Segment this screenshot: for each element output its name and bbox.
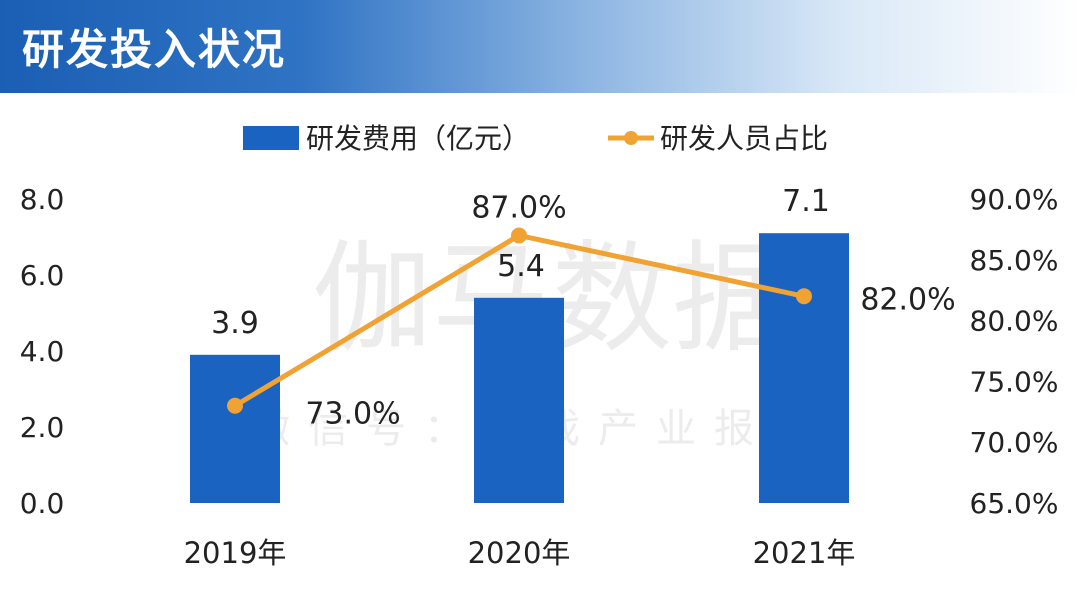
right-tick-label: 70.0% [970, 426, 1059, 459]
line-point [511, 227, 527, 244]
bar [759, 233, 849, 503]
header-banner: 研发投入状况 [0, 0, 1080, 93]
right-tick-label: 90.0% [970, 183, 1059, 216]
left-axis: 0.0 2.0 4.0 6.0 8.0 [20, 183, 65, 520]
x-tick-label: 2021年 [753, 536, 856, 570]
bar [190, 354, 280, 503]
bar [474, 297, 564, 503]
combo-chart: 伽马数据 微信号：游戏产业报告 研发费用（亿元） 研发人员占比 0.02.04.… [20, 122, 1059, 570]
x-tick-label: 2020年 [468, 536, 571, 570]
right-tick-label: 80.0% [970, 305, 1059, 338]
left-tick-label: 0.0 [20, 487, 65, 520]
x-tick-label: 2019年 [184, 536, 287, 570]
right-tick-label: 75.0% [970, 365, 1059, 398]
legend-line-label: 研发人员占比 [660, 122, 828, 155]
line-data-label: 87.0% [471, 190, 566, 225]
x-axis: 2019年 2020年 2021年 [184, 536, 856, 570]
left-tick-label: 4.0 [20, 335, 65, 368]
line-point [796, 288, 812, 305]
legend-bar-label: 研发费用（亿元） [306, 122, 530, 155]
right-axis: 65.0% 70.0% 75.0% 80.0% 85.0% 90.0% [970, 183, 1059, 520]
bar-data-label: 3.9 [211, 306, 259, 341]
left-tick-label: 8.0 [20, 183, 65, 216]
line-point [227, 397, 243, 414]
right-tick-label: 65.0% [970, 487, 1059, 520]
bar-data-label: 7.1 [782, 184, 830, 219]
legend-bar-swatch [243, 126, 299, 150]
line-series: 73.0% 87.0% 82.0% [227, 190, 956, 432]
left-tick-label: 2.0 [20, 411, 65, 444]
legend-line-marker [624, 131, 638, 145]
bar-data-label: 5.4 [497, 249, 545, 284]
left-tick-label: 6.0 [20, 259, 65, 292]
line-data-label: 82.0% [860, 282, 955, 317]
right-tick-label: 85.0% [970, 244, 1059, 277]
page-title: 研发投入状况 [22, 25, 287, 74]
legend: 研发费用（亿元） 研发人员占比 [243, 122, 828, 155]
bar-series: 3.9 5.4 7.1 [190, 184, 849, 503]
line-data-label: 73.0% [305, 397, 400, 432]
